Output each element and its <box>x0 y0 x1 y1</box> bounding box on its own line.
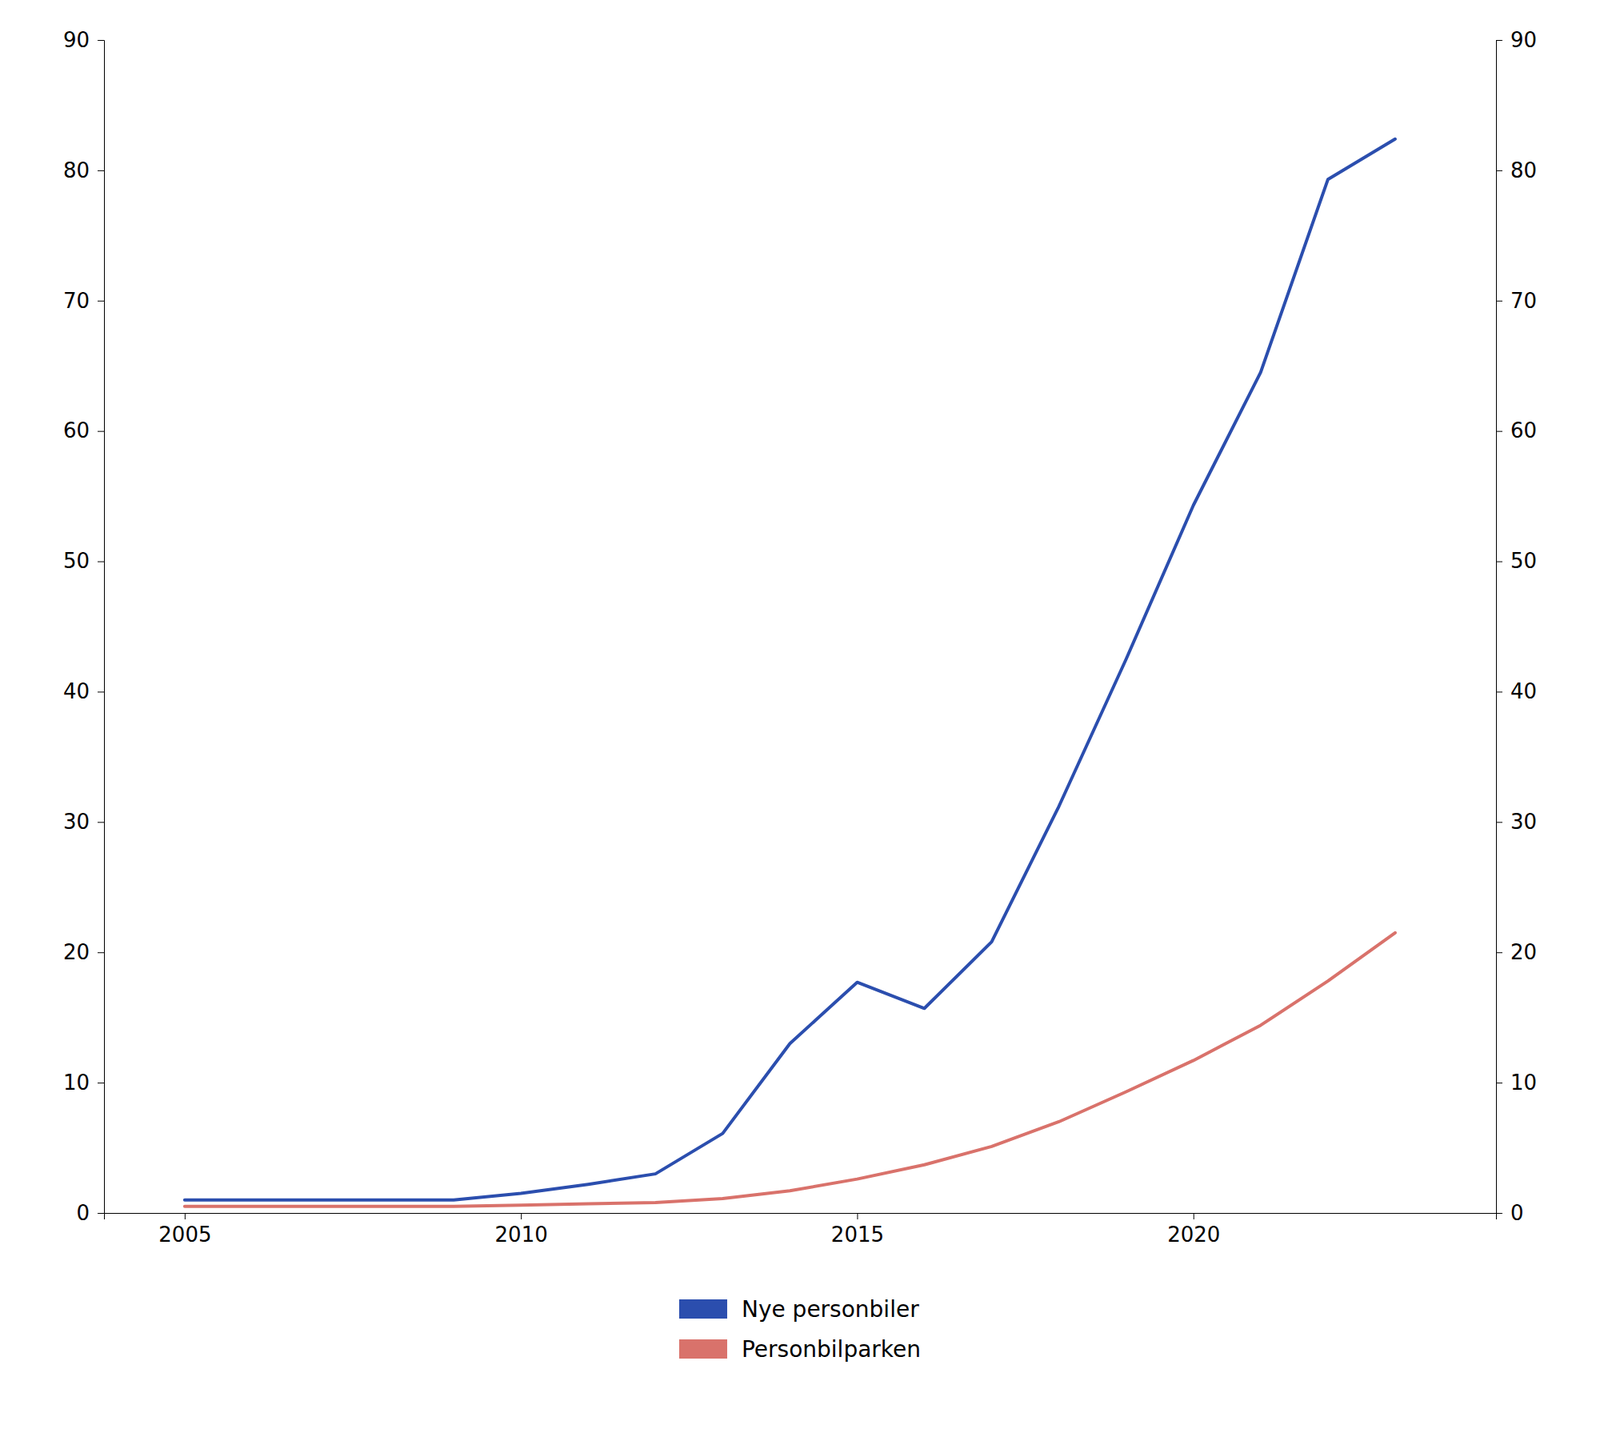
y-axis-tick-mark <box>97 1212 104 1214</box>
y-axis-tick-mark <box>97 691 104 692</box>
y-axis-tick-label: 0 <box>76 1200 90 1225</box>
x-axis-tick: 2015 <box>831 1212 884 1247</box>
y2-axis-tick-mark <box>1496 1212 1503 1214</box>
x-axis-tick: 2020 <box>1167 1212 1220 1247</box>
x-axis-tick-label: 2020 <box>1167 1222 1220 1247</box>
y2-axis-tick: 0 <box>1496 1200 1524 1225</box>
y2-axis-tick-label: 0 <box>1510 1200 1524 1225</box>
y-axis-tick-label: 30 <box>63 809 90 834</box>
y-axis-tick-label: 40 <box>63 679 90 704</box>
x-axis-tick-mark <box>1193 1212 1195 1220</box>
series-line <box>184 932 1396 1207</box>
y-axis-tick-mark <box>97 170 104 172</box>
y2-axis-tick: 20 <box>1496 940 1537 964</box>
plot: 2005 2010 2015 2020 0 10 20 30 40 50 60 70 80 90 0 10 20… <box>63 28 1537 1248</box>
y2-axis-line <box>1496 40 1504 1214</box>
y2-axis-tick-mark <box>1496 952 1503 953</box>
y-axis-tick: 50 <box>63 548 104 573</box>
y2-axis-tick-mark <box>1496 821 1503 823</box>
x-axis-tick-mark <box>520 1212 522 1220</box>
series-line <box>184 139 1396 1200</box>
y-axis-tick: 40 <box>63 679 104 704</box>
y2-axis-tick-mark <box>1496 1082 1503 1084</box>
y2-axis-tick: 70 <box>1496 288 1537 313</box>
x-axis-tick-label: 2010 <box>495 1222 548 1247</box>
x-axis-tick-label: 2005 <box>158 1222 212 1247</box>
y-axis-tick-mark <box>97 821 104 823</box>
y2-axis: 0 10 20 30 40 50 60 70 80 90 <box>1496 28 1537 1225</box>
x-axis-tick: 2010 <box>495 1212 548 1247</box>
y-axis-tick: 10 <box>63 1070 104 1095</box>
y2-axis-tick-label: 90 <box>1510 28 1537 52</box>
legend-swatch <box>679 1339 728 1359</box>
y-axis-tick-mark <box>97 300 104 302</box>
legend-item: Personbilparken <box>679 1336 921 1363</box>
x-axis-tick-label: 2015 <box>831 1222 884 1247</box>
y2-axis-tick-label: 60 <box>1510 418 1537 443</box>
y2-axis-tick: 50 <box>1496 548 1537 573</box>
y-axis-tick-mark <box>97 40 104 41</box>
y-axis-tick-label: 60 <box>63 418 90 443</box>
y-axis-tick: 80 <box>63 158 104 183</box>
y-axis: 0 10 20 30 40 50 60 70 80 90 <box>63 28 105 1225</box>
y-axis-tick-mark <box>97 952 104 953</box>
y2-axis-tick: 90 <box>1496 28 1537 52</box>
y-axis-tick-mark <box>97 1082 104 1084</box>
y2-axis-tick: 40 <box>1496 679 1537 704</box>
legend-label: Nye personbiler <box>741 1296 920 1323</box>
legend: Nye personbiler Personbilparken <box>679 1296 921 1363</box>
y2-axis-tick-label: 80 <box>1510 158 1537 183</box>
y2-axis-tick: 30 <box>1496 809 1537 834</box>
y-axis-tick-label: 90 <box>63 28 90 52</box>
x-axis-tick: 2005 <box>158 1212 212 1247</box>
y-axis-tick: 90 <box>63 28 104 52</box>
x-axis-tick-mark <box>184 1212 186 1220</box>
y2-axis-tick-label: 70 <box>1510 288 1537 313</box>
y2-axis-tick-mark <box>1496 561 1503 563</box>
y2-axis-tick-mark <box>1496 40 1503 41</box>
y2-axis-tick: 60 <box>1496 418 1537 443</box>
y2-axis-tick-label: 20 <box>1510 940 1537 964</box>
x-axis: 2005 2010 2015 2020 <box>104 1212 1497 1247</box>
y2-axis-tick: 10 <box>1496 1070 1537 1095</box>
y2-axis-tick-label: 50 <box>1510 548 1537 573</box>
y-axis-tick: 20 <box>63 940 104 964</box>
y-axis-tick: 0 <box>76 1200 104 1225</box>
legend-label: Personbilparken <box>741 1336 921 1363</box>
y-axis-tick-mark <box>97 431 104 432</box>
y-axis-tick-label: 80 <box>63 158 90 183</box>
y-axis-tick: 30 <box>63 809 104 834</box>
x-axis-line <box>104 1213 1497 1220</box>
lines <box>184 139 1396 1207</box>
x-axis-tick-mark <box>856 1212 858 1220</box>
chart: 2005 2010 2015 2020 0 10 20 30 40 50 60 70 80 90 0 10 20… <box>0 0 1600 1453</box>
y2-axis-tick-mark <box>1496 300 1503 302</box>
y-axis-tick-label: 70 <box>63 288 90 313</box>
y2-axis-tick-label: 40 <box>1510 679 1537 704</box>
y-axis-tick: 70 <box>63 288 104 313</box>
y-axis-tick-label: 20 <box>63 940 90 964</box>
y2-axis-tick-label: 30 <box>1510 809 1537 834</box>
y2-axis-tick-label: 10 <box>1510 1070 1537 1095</box>
y-axis-tick-label: 10 <box>63 1070 90 1095</box>
y2-axis-tick: 80 <box>1496 158 1537 183</box>
y2-axis-tick-mark <box>1496 431 1503 432</box>
legend-swatch <box>679 1299 728 1319</box>
legend-item: Nye personbiler <box>679 1296 920 1323</box>
y2-axis-tick-mark <box>1496 170 1503 172</box>
y2-axis-tick-mark <box>1496 691 1503 692</box>
y-axis-tick: 60 <box>63 418 104 443</box>
y-axis-line <box>97 40 105 1214</box>
y-axis-tick-mark <box>97 561 104 563</box>
y-axis-tick-label: 50 <box>63 548 90 573</box>
